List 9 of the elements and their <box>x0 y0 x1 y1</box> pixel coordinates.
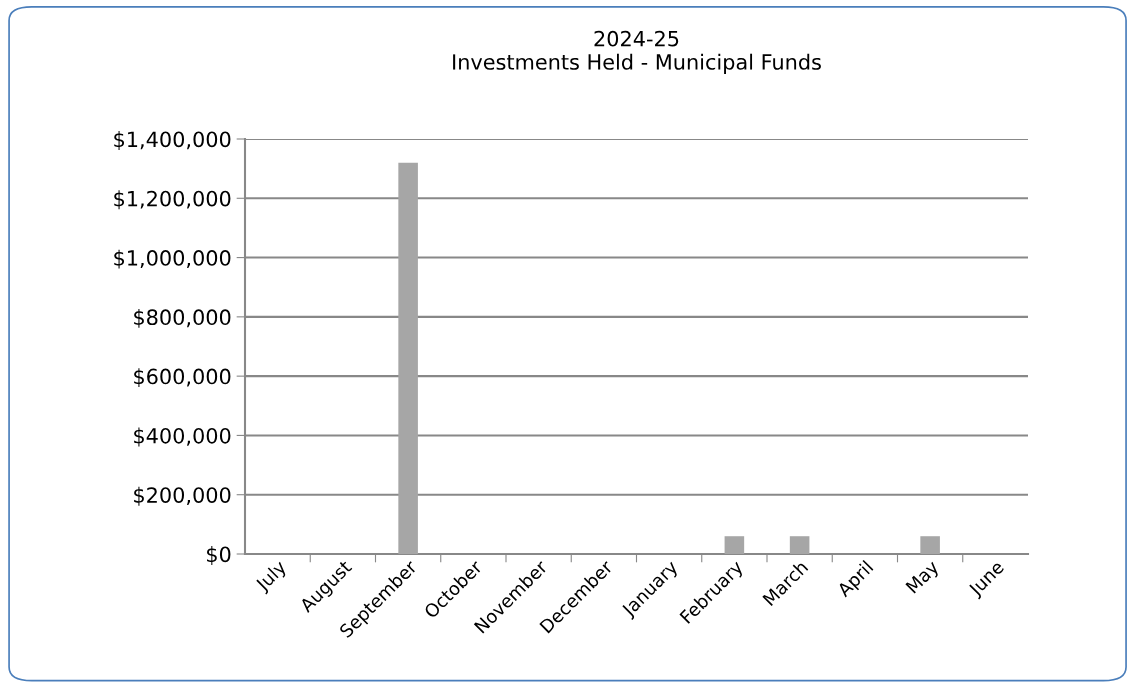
y-tick-label: $200,000 <box>134 486 231 506</box>
y-tick-label: $400,000 <box>134 427 231 447</box>
chart-title: 2024-25 Investments Held - Municipal Funds <box>453 30 821 74</box>
y-tick-label: $600,000 <box>134 368 231 388</box>
y-tick-label: $800,000 <box>134 308 231 328</box>
y-tick-label: $1,400,000 <box>114 131 231 150</box>
y-tick-label: $1,000,000 <box>114 249 231 269</box>
y-tick-label: $0 <box>207 546 231 565</box>
y-tick-label: $1,200,000 <box>114 190 231 210</box>
